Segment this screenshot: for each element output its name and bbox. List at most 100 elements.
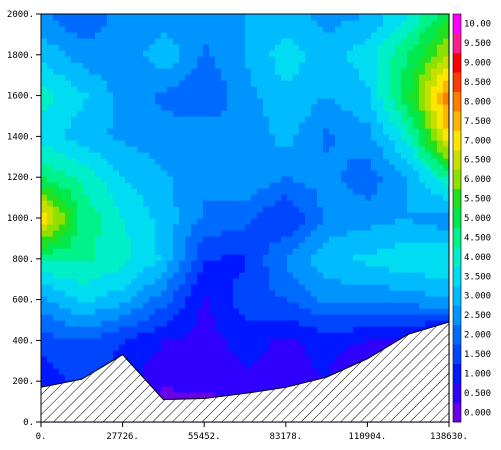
heatmap-cell [329, 302, 336, 309]
heatmap-cell [215, 98, 222, 105]
heatmap-cell [389, 158, 396, 165]
heatmap-cell [311, 80, 318, 87]
heatmap-cell [383, 176, 390, 183]
heatmap-cell [257, 368, 264, 375]
heatmap-cell [137, 218, 144, 225]
heatmap-cell [77, 152, 84, 159]
heatmap-cell [299, 242, 306, 249]
heatmap-cell [221, 134, 228, 141]
heatmap-cell [299, 122, 306, 129]
x-tick-label: 55452. [188, 432, 221, 442]
heatmap-cell [305, 182, 312, 189]
heatmap-cell [173, 308, 180, 315]
heatmap-cell [395, 260, 402, 267]
heatmap-cell [443, 248, 450, 255]
heatmap-cell [83, 206, 90, 213]
heatmap-cell [185, 176, 192, 183]
heatmap-cell [65, 176, 72, 183]
heatmap-cell [227, 128, 234, 135]
heatmap-cell [281, 110, 288, 117]
heatmap-cell [83, 236, 90, 243]
heatmap-cell [353, 44, 360, 51]
heatmap-cell [41, 338, 48, 345]
heatmap-cell [137, 140, 144, 147]
heatmap-cell [317, 98, 324, 105]
heatmap-cell [59, 20, 66, 27]
heatmap-cell [419, 122, 426, 129]
heatmap-cell [53, 314, 60, 321]
heatmap-cell [269, 236, 276, 243]
heatmap-cell [239, 344, 246, 351]
heatmap-cell [239, 272, 246, 279]
heatmap-cell [137, 368, 144, 375]
heatmap-cell [305, 350, 312, 357]
heatmap-cell [233, 314, 240, 321]
heatmap-cell [251, 224, 258, 231]
heatmap-cell [263, 140, 270, 147]
heatmap-cell [203, 242, 210, 249]
heatmap-cell [389, 164, 396, 171]
heatmap-cell [89, 254, 96, 261]
heatmap-cell [299, 170, 306, 177]
heatmap-cell [389, 272, 396, 279]
heatmap-cell [173, 26, 180, 33]
heatmap-cell [47, 14, 54, 21]
heatmap-cell [221, 206, 228, 213]
heatmap-cell [95, 140, 102, 147]
heatmap-cell [353, 350, 360, 357]
heatmap-cell [323, 206, 330, 213]
heatmap-cell [209, 152, 216, 159]
heatmap-cell [323, 194, 330, 201]
heatmap-cell [293, 122, 300, 129]
colorbar-swatch [453, 188, 461, 209]
heatmap-cell [65, 308, 72, 315]
heatmap-cell [353, 224, 360, 231]
heatmap-cell [335, 158, 342, 165]
heatmap-cell [89, 302, 96, 309]
heatmap-cell [257, 26, 264, 33]
heatmap-cell [155, 320, 162, 327]
heatmap-cell [77, 44, 84, 51]
heatmap-cell [269, 44, 276, 51]
heatmap-cell [131, 86, 138, 93]
heatmap-cell [167, 356, 174, 363]
heatmap-cell [113, 188, 120, 195]
heatmap-cell [281, 248, 288, 255]
heatmap-cell [173, 284, 180, 291]
heatmap-cell [209, 212, 216, 219]
heatmap-cell [365, 230, 372, 237]
heatmap-cell [275, 164, 282, 171]
heatmap-cell [425, 254, 432, 261]
heatmap-cell [53, 56, 60, 63]
heatmap-cell [413, 68, 420, 75]
heatmap-cell [185, 314, 192, 321]
heatmap-cell [425, 74, 432, 81]
heatmap-cell [215, 92, 222, 99]
heatmap-cell [245, 254, 252, 261]
heatmap-cell [437, 242, 444, 249]
heatmap-cell [149, 158, 156, 165]
heatmap-cell [293, 356, 300, 363]
heatmap-cell [41, 68, 48, 75]
heatmap-cell [107, 224, 114, 231]
heatmap-cell [269, 80, 276, 87]
heatmap-cell [119, 182, 126, 189]
heatmap-cell [251, 254, 258, 261]
heatmap-cell [281, 86, 288, 93]
heatmap-cell [125, 266, 132, 273]
heatmap-cell [365, 26, 372, 33]
heatmap-cell [383, 188, 390, 195]
heatmap-cell [335, 164, 342, 171]
heatmap-cell [191, 170, 198, 177]
heatmap-cell [53, 266, 60, 273]
heatmap-cell [395, 68, 402, 75]
heatmap-cell [113, 14, 120, 21]
heatmap-cell [155, 290, 162, 297]
colorbar-label: 5.000 [464, 214, 491, 224]
heatmap-cell [329, 224, 336, 231]
heatmap-cell [113, 350, 120, 357]
heatmap-cell [245, 236, 252, 243]
heatmap-cell [41, 32, 48, 39]
heatmap-cell [107, 98, 114, 105]
heatmap-cell [101, 350, 108, 357]
